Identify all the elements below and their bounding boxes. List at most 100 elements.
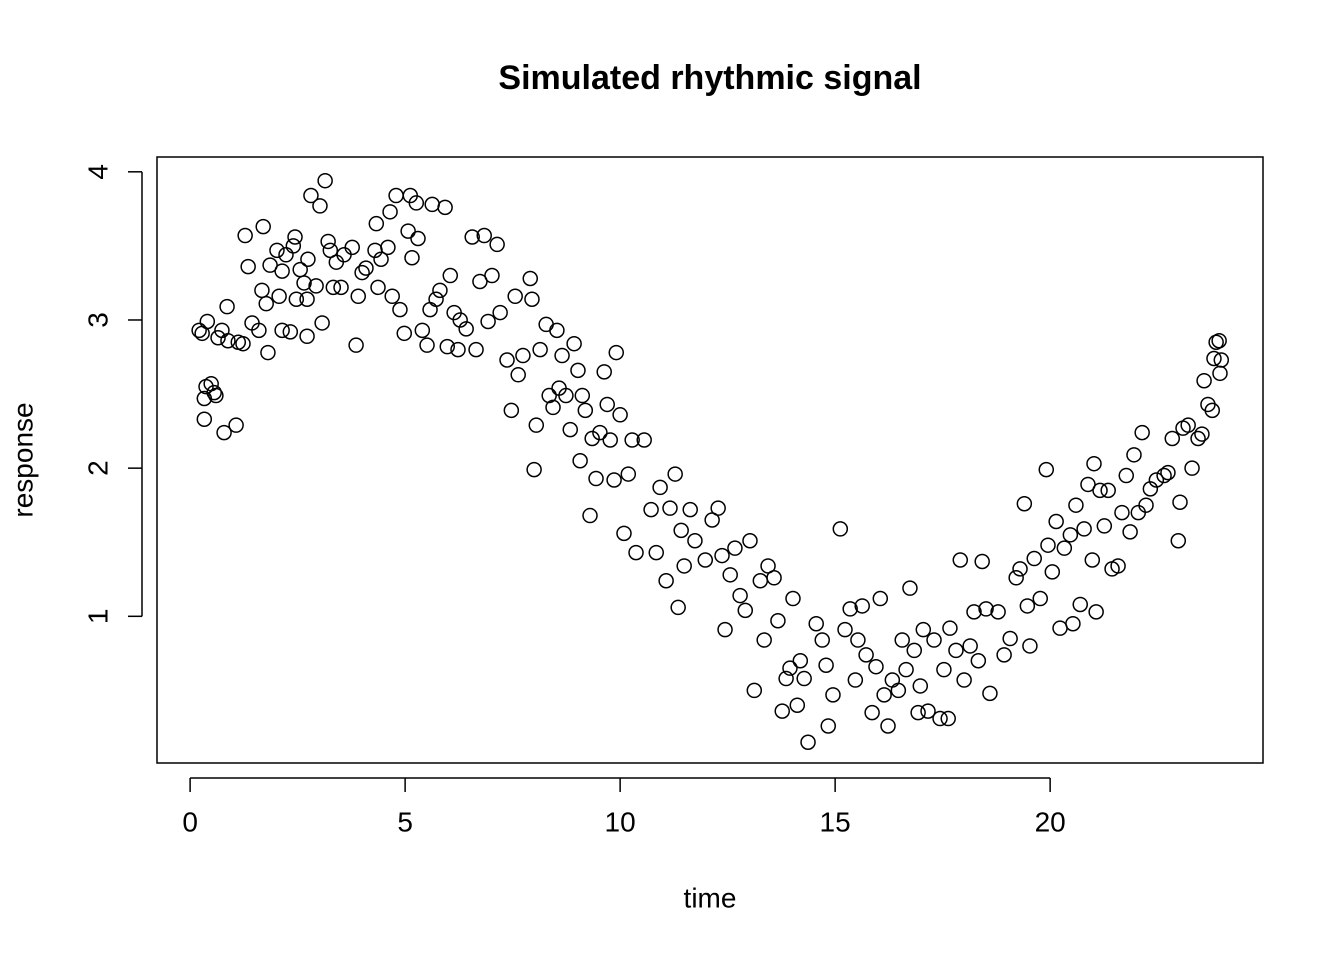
point <box>255 218 271 235</box>
point <box>274 263 290 279</box>
point <box>428 291 444 307</box>
point <box>842 601 858 617</box>
point <box>612 407 628 423</box>
point <box>1211 332 1227 349</box>
point <box>388 187 404 204</box>
point <box>876 687 892 703</box>
point <box>1022 638 1038 654</box>
point <box>1080 476 1096 493</box>
point <box>1172 494 1188 510</box>
point <box>219 298 235 315</box>
point <box>814 632 830 648</box>
point <box>432 282 448 299</box>
point <box>288 291 305 307</box>
point <box>785 590 801 607</box>
point <box>260 344 276 361</box>
point <box>884 672 901 688</box>
point <box>682 501 698 518</box>
point <box>936 661 952 678</box>
point <box>1092 482 1108 499</box>
point <box>472 273 488 290</box>
point <box>269 242 285 259</box>
point <box>582 507 598 524</box>
point <box>1065 615 1081 632</box>
point <box>978 601 994 617</box>
point <box>325 279 342 296</box>
point <box>524 291 540 307</box>
point <box>400 223 416 239</box>
point <box>1068 497 1084 513</box>
point <box>746 682 763 699</box>
point <box>1134 424 1150 441</box>
point <box>1056 540 1073 556</box>
point <box>442 267 459 284</box>
point <box>608 344 625 361</box>
point <box>370 279 386 296</box>
point <box>796 670 812 687</box>
point <box>1026 550 1042 567</box>
point <box>710 500 726 516</box>
point <box>1019 598 1036 614</box>
point <box>312 198 328 214</box>
point <box>584 430 600 447</box>
point <box>1110 558 1126 574</box>
point <box>499 352 515 368</box>
point <box>789 697 806 713</box>
point <box>697 552 714 568</box>
point <box>206 384 222 401</box>
point <box>667 466 683 482</box>
x-tick-label: 20 <box>1035 806 1066 837</box>
point <box>554 347 570 364</box>
point <box>549 322 565 339</box>
point <box>348 337 364 353</box>
point <box>392 301 408 318</box>
point <box>596 364 612 380</box>
point <box>996 647 1012 663</box>
point <box>292 261 308 278</box>
point <box>737 602 754 619</box>
point <box>274 322 290 339</box>
point <box>410 230 426 247</box>
point <box>1194 426 1210 442</box>
point <box>894 632 910 648</box>
point <box>956 672 972 688</box>
point <box>1130 504 1147 521</box>
point <box>926 632 942 648</box>
point <box>628 544 644 561</box>
point <box>818 657 834 673</box>
point <box>1052 620 1068 636</box>
point <box>1012 561 1028 577</box>
point <box>396 325 413 342</box>
point <box>503 402 520 419</box>
point <box>380 239 396 256</box>
point <box>948 642 964 659</box>
point <box>208 387 224 404</box>
point <box>890 682 907 699</box>
point <box>240 258 256 275</box>
point <box>262 257 278 273</box>
point <box>320 233 336 250</box>
point <box>800 734 816 751</box>
point <box>464 229 480 245</box>
point <box>354 264 370 281</box>
point <box>1126 447 1142 463</box>
point <box>902 580 918 596</box>
point <box>714 547 730 564</box>
point <box>228 417 244 433</box>
point <box>258 295 274 312</box>
point <box>300 251 316 267</box>
point <box>476 227 492 244</box>
point <box>1190 430 1206 447</box>
point <box>778 670 794 687</box>
point <box>673 522 689 539</box>
y-tick-label: 1 <box>82 609 113 625</box>
point <box>570 362 586 379</box>
point <box>624 432 640 448</box>
point <box>566 335 582 352</box>
point <box>424 196 440 213</box>
point <box>317 172 333 189</box>
point <box>1062 527 1079 543</box>
point <box>1088 604 1104 620</box>
